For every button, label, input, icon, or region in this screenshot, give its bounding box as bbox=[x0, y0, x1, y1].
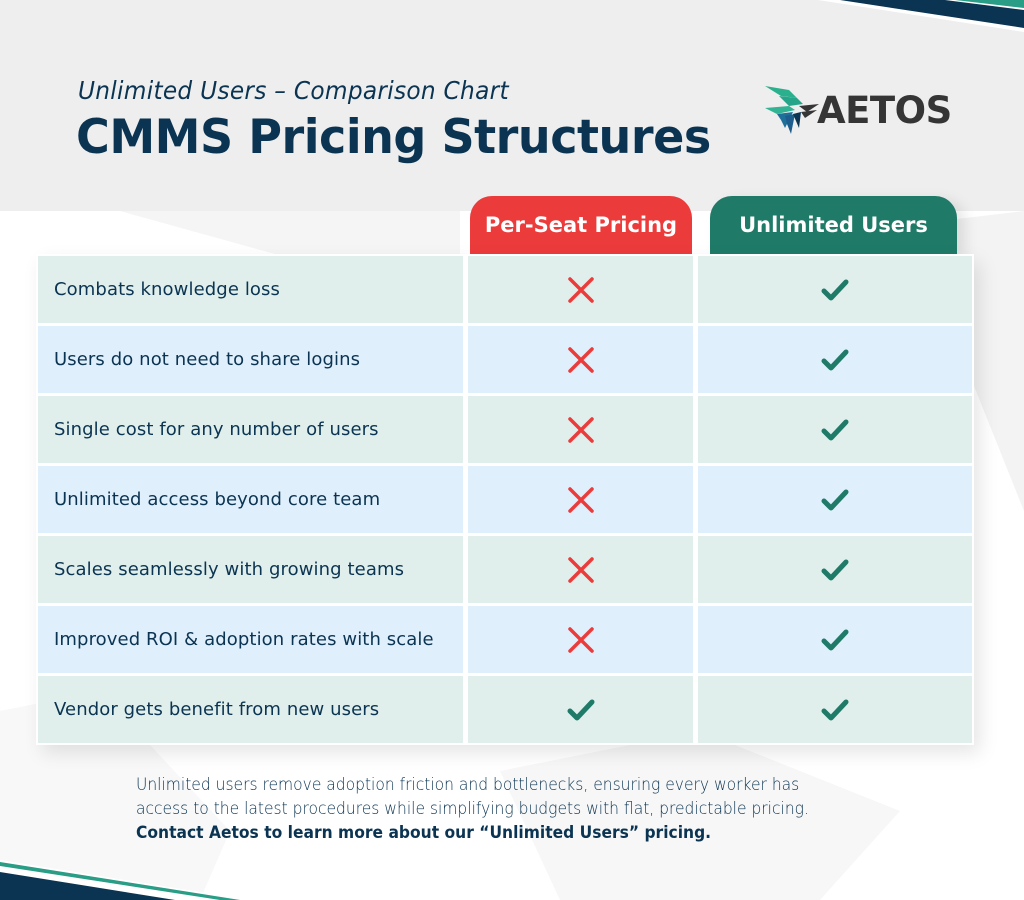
aetos-logo: AETOS bbox=[763, 84, 953, 136]
feature-label: Scales seamlessly with growing teams bbox=[38, 536, 463, 603]
table-row: Scales seamlessly with growing teams bbox=[38, 536, 972, 603]
table-row: Single cost for any number of users bbox=[38, 396, 972, 463]
feature-label: Users do not need to share logins bbox=[38, 326, 463, 393]
table-row: Unlimited access beyond core team bbox=[38, 466, 972, 533]
check-icon bbox=[564, 693, 598, 727]
unlimited-cell bbox=[698, 256, 972, 323]
cross-icon bbox=[564, 413, 598, 447]
cross-icon bbox=[564, 553, 598, 587]
unlimited-cell bbox=[698, 466, 972, 533]
feature-label: Single cost for any number of users bbox=[38, 396, 463, 463]
per-seat-cell bbox=[468, 676, 693, 743]
header-band bbox=[0, 0, 1024, 211]
feature-label: Vendor gets benefit from new users bbox=[38, 676, 463, 743]
feature-label: Unlimited access beyond core team bbox=[38, 466, 463, 533]
unlimited-cell bbox=[698, 606, 972, 673]
cross-icon bbox=[564, 623, 598, 657]
eagle-feather-icon bbox=[765, 86, 819, 134]
footer-description: Unlimited users remove adoption friction… bbox=[136, 773, 926, 845]
column-header-per-seat-pricing: Per-Seat Pricing bbox=[470, 196, 692, 254]
per-seat-cell bbox=[468, 606, 693, 673]
per-seat-cell bbox=[468, 466, 693, 533]
chart-subtitle: Unlimited Users – Comparison Chart bbox=[78, 76, 509, 105]
unlimited-cell bbox=[698, 536, 972, 603]
page-title: CMMS Pricing Structures bbox=[76, 110, 711, 165]
per-seat-cell bbox=[468, 396, 693, 463]
unlimited-cell bbox=[698, 676, 972, 743]
cross-icon bbox=[564, 273, 598, 307]
check-icon bbox=[818, 343, 852, 377]
feature-label: Combats knowledge loss bbox=[38, 256, 463, 323]
comparison-table: Combats knowledge loss Users do not need … bbox=[36, 254, 974, 745]
table-row: Vendor gets benefit from new users bbox=[38, 676, 972, 743]
cross-icon bbox=[564, 343, 598, 377]
footer-line-2: access to the latest procedures while si… bbox=[136, 799, 809, 818]
per-seat-cell bbox=[468, 326, 693, 393]
contact-cta: Contact Aetos to learn more about our “U… bbox=[136, 823, 712, 842]
table-row: Improved ROI & adoption rates with scale bbox=[38, 606, 972, 673]
check-icon bbox=[818, 693, 852, 727]
table-row: Users do not need to share logins bbox=[38, 326, 972, 393]
check-icon bbox=[818, 483, 852, 517]
check-icon bbox=[818, 553, 852, 587]
logo-wordmark: AETOS bbox=[817, 88, 952, 132]
feature-label: Improved ROI & adoption rates with scale bbox=[38, 606, 463, 673]
cross-icon bbox=[564, 483, 598, 517]
check-icon bbox=[818, 273, 852, 307]
per-seat-cell bbox=[468, 536, 693, 603]
footer-line-1: Unlimited users remove adoption friction… bbox=[136, 775, 800, 794]
column-header-unlimited-users: Unlimited Users bbox=[710, 196, 957, 254]
unlimited-cell bbox=[698, 326, 972, 393]
check-icon bbox=[818, 413, 852, 447]
check-icon bbox=[818, 623, 852, 657]
unlimited-cell bbox=[698, 396, 972, 463]
per-seat-cell bbox=[468, 256, 693, 323]
table-row: Combats knowledge loss bbox=[38, 256, 972, 323]
